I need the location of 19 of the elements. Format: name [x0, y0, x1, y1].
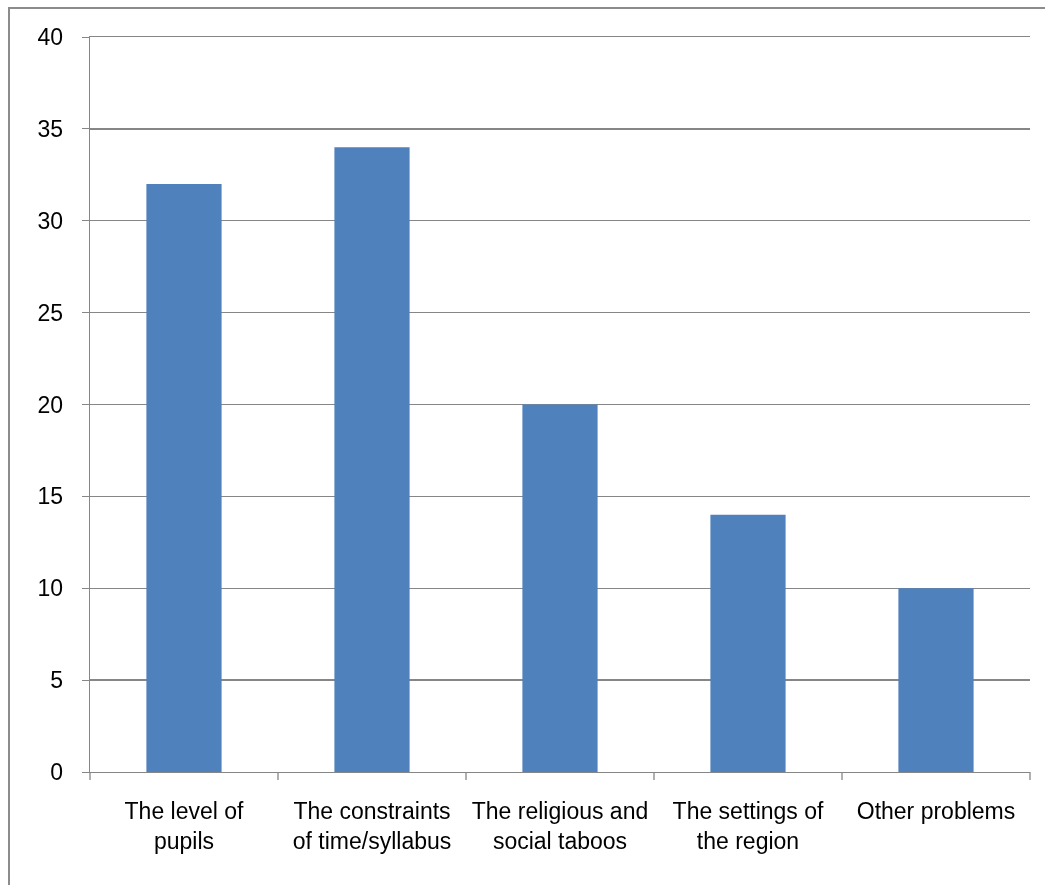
x-tick-label: The religious and social taboos [471, 797, 649, 854]
bar [710, 514, 786, 772]
bar [898, 588, 974, 772]
bar [334, 147, 410, 772]
y-tick-label: 20 [37, 391, 64, 418]
x-tick-label: The constraints of time/syllabus [292, 797, 452, 854]
x-tick-label: The settings of the region [672, 797, 825, 854]
y-tick-label: 0 [50, 759, 64, 786]
y-tick-label: 15 [37, 483, 64, 510]
y-tick-label: 25 [37, 299, 64, 326]
x-tick-label: The level of pupils [124, 797, 245, 854]
bar [146, 184, 222, 772]
y-tick-label: 30 [37, 207, 64, 234]
y-tick-label: 5 [50, 667, 64, 694]
bar [522, 404, 598, 772]
y-tick-label: 10 [37, 575, 64, 602]
y-tick-label: 35 [37, 115, 64, 142]
x-tick-label: Other problems [856, 797, 1016, 824]
y-tick-label: 40 [37, 24, 64, 51]
